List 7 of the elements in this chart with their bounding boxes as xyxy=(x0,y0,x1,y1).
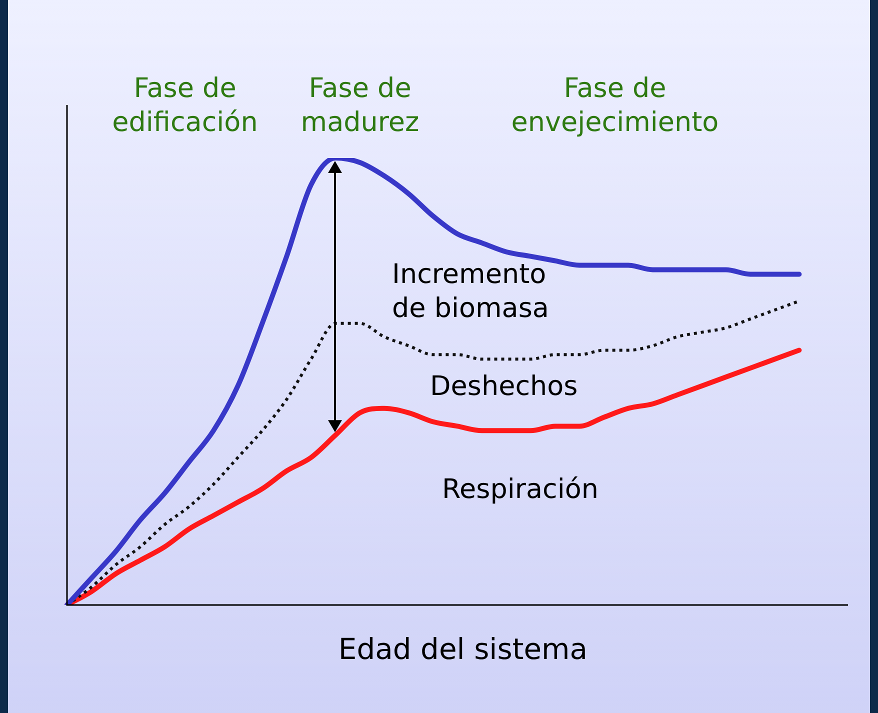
annotation: Deshechos xyxy=(430,370,578,404)
annotation: Respiración xyxy=(442,473,598,507)
text: Fase de envejecimiento xyxy=(511,72,719,140)
text: Fase de edificación xyxy=(112,72,258,140)
text: Fase de madurez xyxy=(300,72,420,140)
annotation: Incremento de biomasa xyxy=(392,258,549,326)
x-axis-title: Edad del sistema xyxy=(338,632,588,666)
